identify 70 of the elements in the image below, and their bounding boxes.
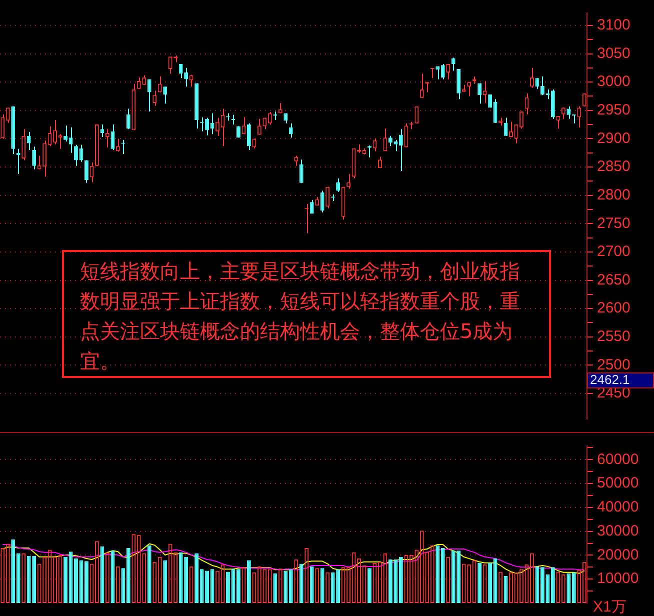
y-tick-label: 2650 (597, 271, 630, 288)
y-tick-label: 50000 (597, 474, 639, 492)
y-tick-label: 60000 (597, 450, 639, 468)
candlestick (326, 186, 330, 209)
candlestick (158, 76, 162, 93)
y-tick-label: 2850 (597, 158, 630, 176)
text: 2462.1 (590, 372, 630, 387)
candlestick (294, 155, 298, 166)
y-tick-label: 2500 (597, 356, 630, 374)
candlestick (110, 124, 115, 151)
candlestick (84, 160, 88, 184)
candlestick (64, 125, 68, 142)
candlestick (478, 82, 482, 104)
candlestick (216, 117, 220, 136)
y-tick-label: 20000 (597, 546, 639, 564)
candlestick (184, 67, 188, 88)
candlestick (168, 56, 172, 74)
y-tick-label: 30000 (597, 522, 639, 540)
y-tick-label: 3100 (597, 16, 630, 34)
candlestick (404, 122, 408, 148)
candlestick (147, 78, 152, 112)
candlestick (163, 86, 168, 104)
candlestick (22, 128, 26, 161)
candlestick (320, 190, 324, 213)
candlestick (346, 173, 350, 190)
candlestick (446, 63, 450, 80)
candlestick (205, 117, 209, 136)
y-axis-title: X1万 (593, 598, 626, 616)
y-tick-label: 40000 (597, 498, 639, 516)
y-tick-label: 10000 (597, 570, 639, 588)
candlestick (257, 118, 262, 136)
candlestick (100, 124, 104, 138)
candlestick (530, 67, 534, 88)
candlestick (74, 144, 78, 166)
y-tick-label: 3000 (597, 73, 630, 90)
annotation: 短线指数向上，主要是区块链概念带动，创业板指数明显强于上证指数，短线可以轻指数重个股，重点关注区块链概念的结构性机会，整体仓位5成为宜。 (62, 250, 551, 378)
candlestick (420, 73, 424, 98)
candlestick (32, 146, 36, 170)
candlestick (451, 57, 456, 72)
candlestick (299, 159, 304, 184)
candlestick (509, 121, 513, 138)
candlestick (577, 106, 582, 128)
y-tick-label: 2600 (597, 300, 630, 317)
y-tick-label: 2550 (597, 328, 630, 346)
candlestick (152, 90, 157, 106)
candlestick (178, 63, 183, 79)
candlestick (556, 116, 560, 130)
candlestick (388, 135, 392, 147)
candlestick (467, 82, 472, 97)
candlestick (246, 122, 251, 151)
candlestick (242, 116, 246, 135)
candlestick (482, 80, 487, 104)
y-tick-label: 2900 (597, 130, 630, 147)
candlestick (520, 111, 524, 130)
candlestick (310, 199, 314, 214)
y-tick-label: 3050 (597, 44, 630, 62)
candlestick (288, 122, 293, 138)
candlestick (336, 178, 340, 192)
candlestick (105, 128, 110, 148)
y-tick-label: 2950 (597, 102, 630, 119)
candlestick (126, 108, 130, 130)
y-tick-label: 2750 (597, 214, 630, 232)
candlestick (189, 74, 194, 88)
candlestick (37, 155, 42, 170)
candlestick (566, 106, 571, 120)
y-tick-label: 2800 (597, 186, 630, 204)
candlestick (26, 131, 31, 151)
candlestick (116, 138, 120, 152)
y-tick-label: 2700 (597, 243, 630, 260)
candlestick (53, 120, 57, 145)
